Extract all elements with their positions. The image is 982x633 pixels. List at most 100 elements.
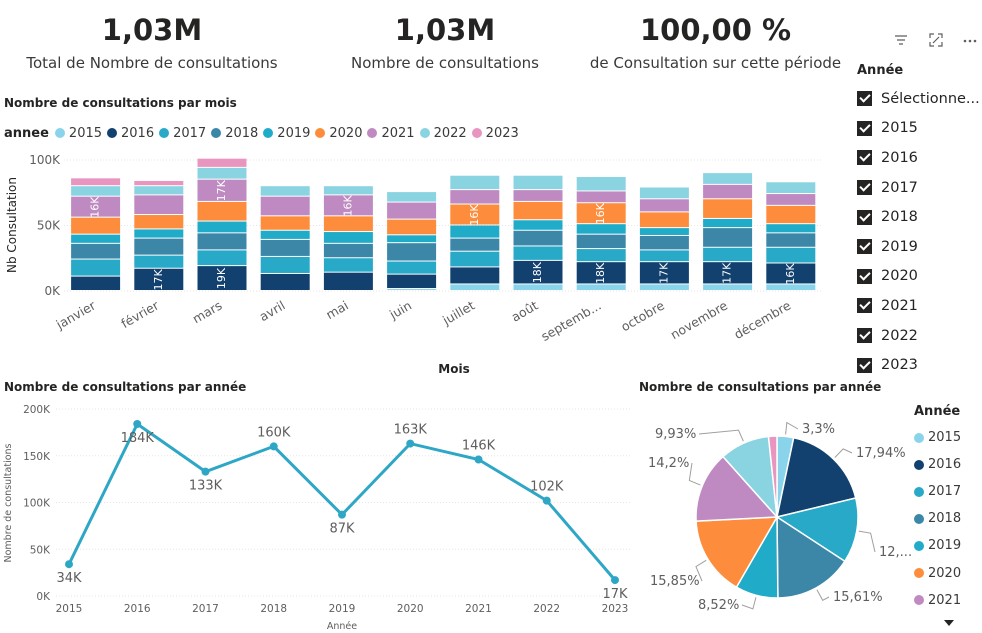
legend-item-2019[interactable]: 2019 <box>263 126 310 141</box>
slicer-item-s-lectionne[interactable]: Sélectionne... <box>857 84 982 114</box>
bar-segment-2022-juillet <box>450 175 500 190</box>
pie-slice-2017 <box>775 497 859 563</box>
bar-data-label: 17K <box>721 262 734 284</box>
checkbox-checked-icon[interactable] <box>857 268 872 284</box>
filter-icon[interactable] <box>893 32 909 52</box>
focus-mode-icon[interactable] <box>928 32 944 52</box>
bar-segment-2017-ao-t <box>513 246 563 260</box>
bar-segment-2022-avril <box>260 186 310 196</box>
legend-label: 2022 <box>433 125 467 141</box>
legend-label: 2023 <box>485 125 519 141</box>
bar-segment-2022-novembre <box>703 173 753 184</box>
pie-legend-item-2018[interactable]: 2018 <box>914 505 982 532</box>
slicer-item-2018[interactable]: 2018 <box>857 202 982 232</box>
legend-label: 2018 <box>225 125 259 141</box>
bar-y-tick-label: 100K <box>29 153 61 167</box>
bar-segment-2018-juillet <box>450 238 500 251</box>
legend-item-2022[interactable]: 2022 <box>419 125 467 141</box>
bar-segment-2021-juillet <box>450 190 500 204</box>
slicer-item-2015[interactable]: 2015 <box>857 114 982 144</box>
legend-dot <box>914 459 924 470</box>
legend-dot <box>107 128 118 138</box>
legend-dot <box>211 128 222 138</box>
slicer-item-2016[interactable]: 2016 <box>857 143 982 173</box>
bar-segment-2019-juin <box>387 235 437 243</box>
legend-item-2016[interactable]: 2016 <box>107 126 154 141</box>
line-x-tick-label: 2021 <box>465 603 492 615</box>
legend-item-2015[interactable]: 2015 <box>54 126 102 141</box>
checkbox-checked-icon[interactable] <box>857 120 872 136</box>
bar-x-tick-label: décembre <box>731 297 793 342</box>
line-point-2022 <box>542 496 551 505</box>
slicer-item-2022[interactable]: 2022 <box>857 321 982 351</box>
bar-data-label: 16K <box>341 194 354 216</box>
pie-legend-items: 2015 2016 2017 2018 2019 2020 2021 <box>914 424 982 614</box>
bar-segment-2019-mars <box>197 221 247 233</box>
checkbox-checked-icon[interactable] <box>857 298 872 314</box>
bar-x-tick-label: septemb... <box>538 298 603 344</box>
pie-legend-item-2015[interactable]: 2015 <box>914 424 982 451</box>
slicer-item-label: 2019 <box>881 238 918 255</box>
bar-segment-2021-octobre <box>639 199 689 212</box>
kpi-total-consultations: 1,03M Total de Nombre de consultations <box>12 8 292 74</box>
slicer-item-label: 2018 <box>881 209 918 226</box>
checkbox-checked-icon[interactable] <box>857 180 872 196</box>
bar-segment-2018-avril <box>260 239 310 256</box>
bar-segment-2015-d-cembre <box>766 284 816 290</box>
legend-label: 2019 <box>277 125 311 141</box>
slicer-item-2023[interactable]: 2023 <box>857 350 982 380</box>
checkbox-checked-icon[interactable] <box>857 150 872 166</box>
legend-label: 2018 <box>928 511 962 527</box>
line-x-tick-label: 2016 <box>124 603 151 615</box>
bar-segment-2015-juin <box>387 289 437 290</box>
bar-segment-2018-juin <box>387 243 437 261</box>
bar-segment-2022-f-vrier <box>134 186 184 195</box>
slicer-item-2020[interactable]: 2020 <box>857 262 982 292</box>
legend-label: 2021 <box>381 125 415 141</box>
line-x-tick-label: 2020 <box>397 603 424 615</box>
pie-legend-item-2017[interactable]: 2017 <box>914 478 982 505</box>
legend-item-2021[interactable]: 2021 <box>367 125 415 141</box>
kpi-label: de Consultation sur cette période <box>589 54 842 72</box>
line-chart-title: Nombre de consultations par année <box>4 380 247 394</box>
checkbox-checked-icon[interactable] <box>857 328 872 344</box>
legend-item-2017[interactable]: 2017 <box>159 126 206 141</box>
line-data-label: 17K <box>602 587 628 602</box>
more-options-icon[interactable] <box>962 32 978 52</box>
bar-data-label: 16K <box>784 263 797 285</box>
checkbox-checked-icon[interactable] <box>857 357 872 373</box>
pie-legend-item-2020[interactable]: 2020 <box>914 559 982 586</box>
legend-dot <box>914 595 924 606</box>
pie-legend-item-2021[interactable]: 2021 <box>914 587 982 614</box>
line-x-tick-label: 2019 <box>329 603 356 615</box>
bar-segment-2017-novembre <box>703 247 753 262</box>
legend-title: annee <box>4 125 49 141</box>
bar-x-axis-label: Mois <box>438 362 469 376</box>
slicer-item-2017[interactable]: 2017 <box>857 173 982 203</box>
pie-legend-item-2016[interactable]: 2016 <box>914 451 982 478</box>
bar-segment-2022-ao-t <box>513 175 563 190</box>
bar-segment-2016-janvier <box>71 276 121 290</box>
pie-data-label: 9,93% <box>655 427 696 442</box>
checkbox-checked-icon[interactable] <box>857 91 872 107</box>
bar-x-tick-label: mai <box>323 298 351 323</box>
slicer-items: Sélectionne... 2015 2016 2017 2018 2019 2020 20… <box>857 84 982 380</box>
scroll-down-icon[interactable] <box>943 619 955 627</box>
pie-legend-item-2019[interactable]: 2019 <box>914 532 982 559</box>
slicer-item-2019[interactable]: 2019 <box>857 232 982 262</box>
legend-item-2020[interactable]: 2020 <box>315 126 362 141</box>
pie-slice-2022 <box>721 435 778 520</box>
checkbox-checked-icon[interactable] <box>857 209 872 225</box>
bar-segment-2020-d-cembre <box>766 205 816 224</box>
slicer-item-2021[interactable]: 2021 <box>857 291 982 321</box>
bar-segment-2020-f-vrier <box>134 215 184 229</box>
bar-segment-2022-mai <box>323 186 373 195</box>
legend-label: 2017 <box>928 484 962 500</box>
legend-item-2023[interactable]: 2023 <box>471 125 519 141</box>
checkbox-checked-icon[interactable] <box>857 239 872 255</box>
bar-segment-2018-mai <box>323 243 373 258</box>
legend-dot <box>367 128 378 138</box>
legend-item-2018[interactable]: 2018 <box>211 126 258 141</box>
bar-segment-2020-avril <box>260 216 310 230</box>
